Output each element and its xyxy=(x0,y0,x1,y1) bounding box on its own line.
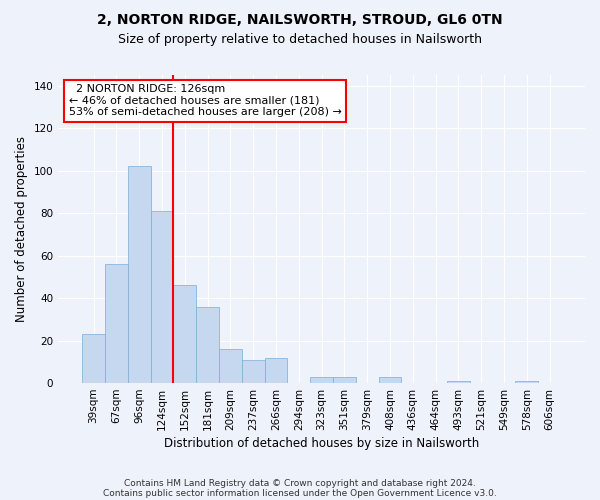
Bar xyxy=(265,358,287,383)
Bar xyxy=(173,286,196,383)
Bar xyxy=(196,306,219,383)
Bar xyxy=(128,166,151,383)
Y-axis label: Number of detached properties: Number of detached properties xyxy=(15,136,28,322)
Bar xyxy=(333,376,356,383)
Bar xyxy=(310,376,333,383)
Text: Contains public sector information licensed under the Open Government Licence v3: Contains public sector information licen… xyxy=(103,488,497,498)
Bar xyxy=(82,334,105,383)
Text: Contains HM Land Registry data © Crown copyright and database right 2024.: Contains HM Land Registry data © Crown c… xyxy=(124,478,476,488)
Text: 2, NORTON RIDGE, NAILSWORTH, STROUD, GL6 0TN: 2, NORTON RIDGE, NAILSWORTH, STROUD, GL6… xyxy=(97,12,503,26)
Text: 2 NORTON RIDGE: 126sqm  
← 46% of detached houses are smaller (181)
53% of semi-: 2 NORTON RIDGE: 126sqm ← 46% of detached… xyxy=(69,84,341,117)
Text: Size of property relative to detached houses in Nailsworth: Size of property relative to detached ho… xyxy=(118,32,482,46)
X-axis label: Distribution of detached houses by size in Nailsworth: Distribution of detached houses by size … xyxy=(164,437,479,450)
Bar xyxy=(242,360,265,383)
Bar xyxy=(379,376,401,383)
Bar xyxy=(447,381,470,383)
Bar xyxy=(105,264,128,383)
Bar xyxy=(219,349,242,383)
Bar xyxy=(151,211,173,383)
Bar xyxy=(515,381,538,383)
